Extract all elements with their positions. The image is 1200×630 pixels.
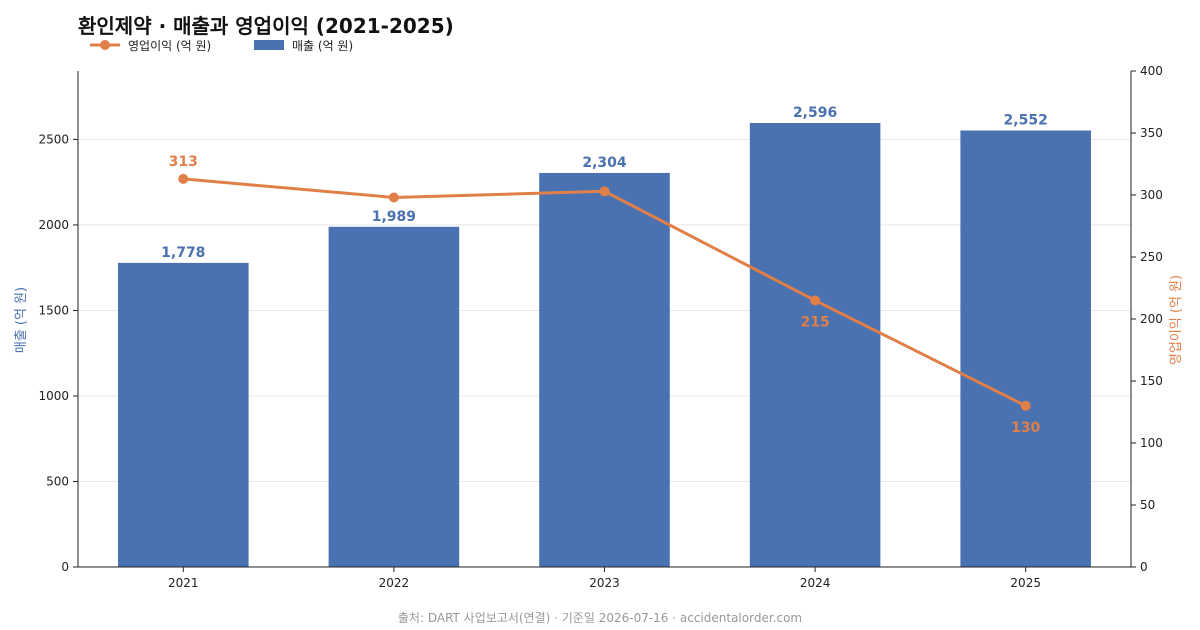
profit-point-2025 [1020, 400, 1031, 411]
bar-label: 1,778 [161, 245, 205, 261]
profit-point-2022 [388, 192, 399, 203]
y-right-tick-label: 350 [1140, 126, 1163, 140]
y-right-tick-label: 50 [1140, 498, 1155, 512]
legend: 영업이익 (억 원) 매출 (억 원) [90, 39, 353, 53]
y-left-tick-label: 2000 [38, 218, 69, 232]
source-note: 출처: DART 사업보고서(연결) · 기준일 2026-07-16 · ac… [398, 611, 802, 625]
bar-label: 2,596 [793, 105, 837, 121]
profit-point-2021 [178, 173, 189, 184]
y-left-tick-label: 0 [61, 560, 69, 574]
profit-label: 215 [800, 314, 829, 330]
axes: 0 500 1000 1500 2000 2500 0 50 100 150 200 250 300 35… [38, 64, 1162, 590]
y-axis-right-label: 영업이익 (억 원) [1169, 275, 1184, 365]
y-right-tick-label: 250 [1140, 250, 1163, 264]
chart-title: 환인제약 · 매출과 영업이익 (2021-2025) [78, 14, 454, 38]
x-tick-label: 2022 [379, 576, 410, 590]
bars [118, 122, 1091, 568]
bar-label: 2,304 [582, 155, 627, 171]
bar-revenue-2023 [539, 172, 670, 567]
profit-point-2024 [810, 295, 821, 306]
profit-line [178, 173, 1031, 411]
y-axis-left-label: 매출 (억 원) [14, 287, 29, 353]
y-right-tick-label: 300 [1140, 188, 1163, 202]
bar-revenue-2021 [118, 262, 249, 567]
y-right-tick-label: 150 [1140, 374, 1163, 388]
y-right-tick-label: 0 [1140, 560, 1148, 574]
y-left-tick-label: 2500 [38, 132, 69, 146]
y-right-tick-label: 400 [1140, 64, 1163, 78]
profit-label: 130 [1011, 420, 1040, 436]
y-right-tick-label: 100 [1140, 436, 1163, 450]
y-left-tick-label: 1000 [38, 389, 69, 403]
bar-label: 2,552 [1004, 113, 1048, 129]
bar-revenue-2025 [960, 130, 1091, 567]
profit-label: 313 [169, 154, 198, 170]
legend-swatch-marker [100, 40, 110, 50]
y-left-tick-label: 1500 [38, 303, 69, 317]
legend-label-operating-profit: 영업이익 (억 원) [128, 39, 211, 53]
legend-swatch-bar [254, 40, 284, 50]
data-labels: 1,778 1,989 2,304 2,596 2,552 313 215 130 [161, 105, 1048, 436]
x-tick-label: 2021 [168, 576, 199, 590]
y-right-tick-label: 200 [1140, 312, 1163, 326]
x-tick-label: 2025 [1010, 576, 1041, 590]
y-left-tick-label: 500 [46, 474, 69, 488]
x-tick-label: 2023 [589, 576, 620, 590]
bar-revenue-2022 [328, 226, 460, 567]
bar-label: 1,989 [372, 209, 416, 225]
legend-label-revenue: 매출 (억 원) [292, 39, 353, 53]
bar-revenue-2024 [749, 122, 881, 568]
profit-point-2023 [599, 186, 610, 197]
x-tick-label: 2024 [800, 576, 831, 590]
